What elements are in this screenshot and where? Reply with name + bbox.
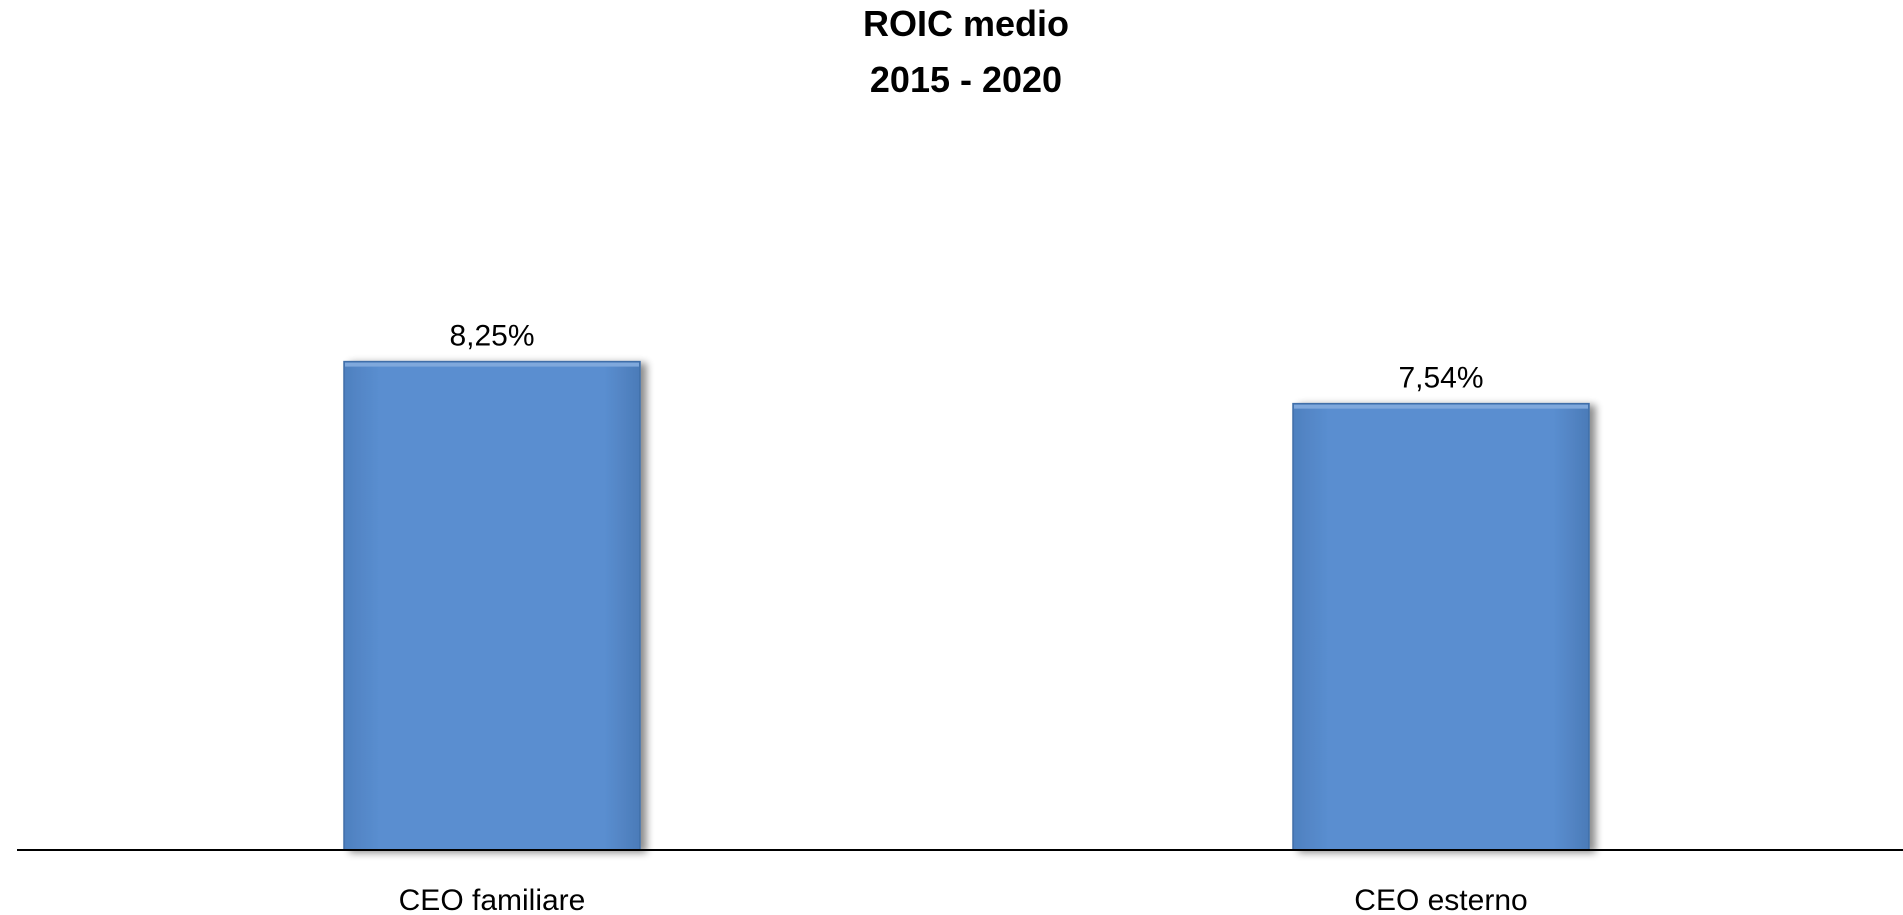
category-tick-label: CEO esterno <box>1354 884 1527 915</box>
chart-title: ROIC medio <box>863 3 1069 44</box>
data-labels: 8,25% 7,54% <box>449 320 1483 395</box>
bar-value-label: 8,25% <box>449 320 534 353</box>
bar <box>1292 402 1590 851</box>
bar-series <box>343 360 1590 851</box>
bar-top-highlight <box>345 362 639 367</box>
bar-value-label: 7,54% <box>1398 362 1483 395</box>
bar <box>343 360 641 851</box>
chart-subtitle: 2015 - 2020 <box>870 59 1062 100</box>
x-axis-tick-labels: CEO familiare CEO esterno <box>399 884 1528 915</box>
bar-top-highlight <box>1294 404 1588 409</box>
category-tick-label: CEO familiare <box>399 884 586 915</box>
